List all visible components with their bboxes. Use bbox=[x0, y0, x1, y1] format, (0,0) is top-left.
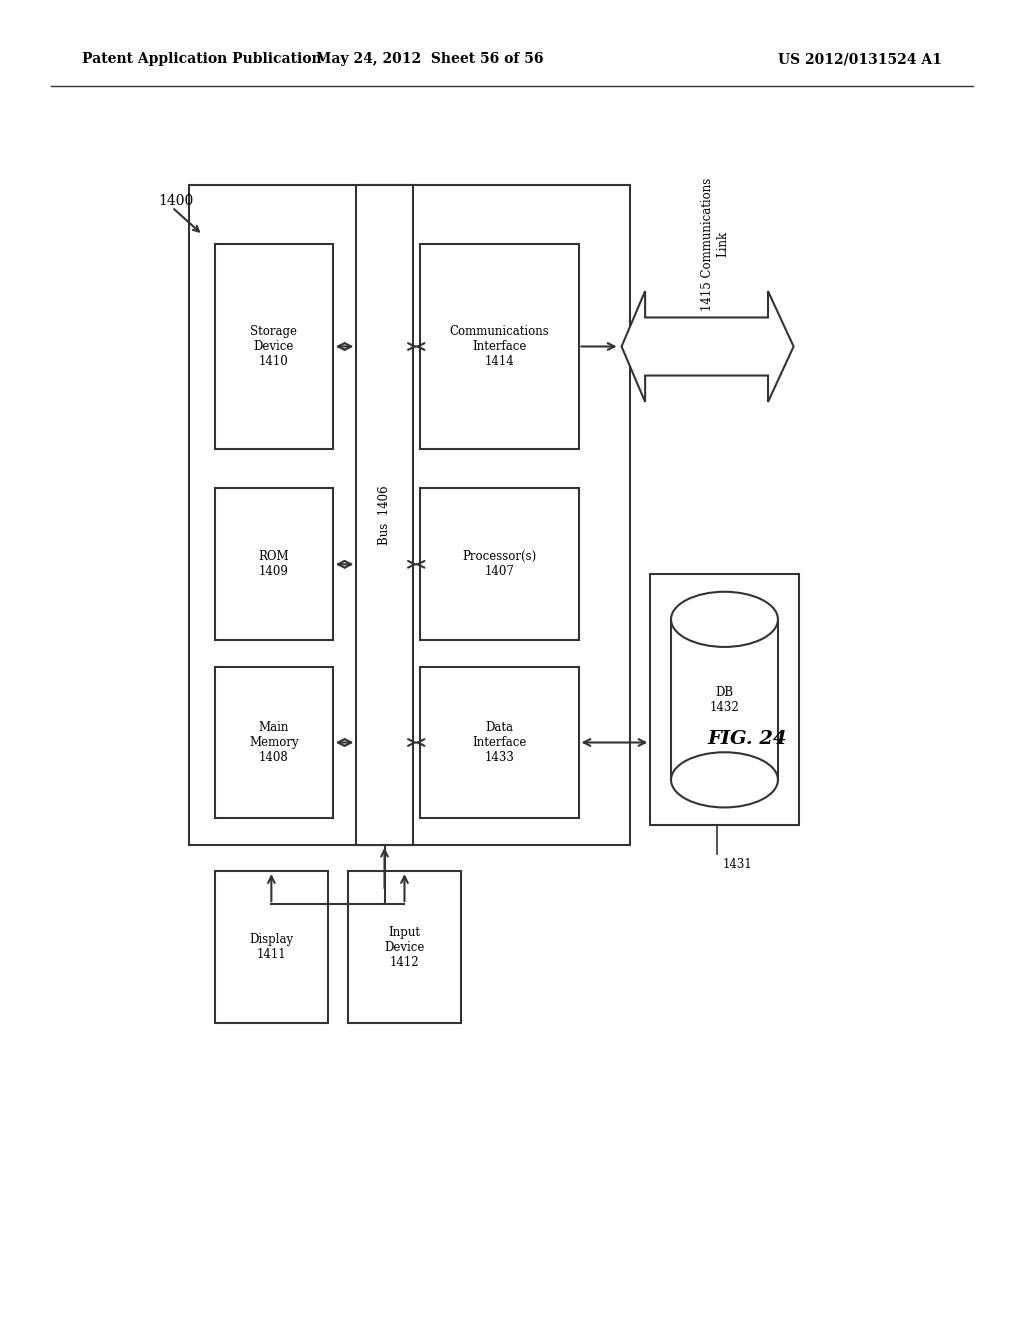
Text: Input
Device
1412: Input Device 1412 bbox=[384, 925, 425, 969]
Text: 1400: 1400 bbox=[159, 194, 194, 207]
Text: US 2012/0131524 A1: US 2012/0131524 A1 bbox=[778, 53, 942, 66]
Text: Processor(s)
1407: Processor(s) 1407 bbox=[462, 550, 537, 578]
Bar bbox=[650, 574, 799, 825]
Bar bbox=[420, 488, 579, 640]
Text: FIG. 24: FIG. 24 bbox=[708, 730, 787, 748]
Text: Main
Memory
1408: Main Memory 1408 bbox=[249, 721, 299, 764]
Bar bbox=[215, 488, 333, 640]
Bar bbox=[348, 871, 461, 1023]
Text: May 24, 2012  Sheet 56 of 56: May 24, 2012 Sheet 56 of 56 bbox=[316, 53, 544, 66]
Ellipse shape bbox=[671, 752, 778, 808]
Bar bbox=[189, 185, 630, 845]
Text: Storage
Device
1410: Storage Device 1410 bbox=[251, 325, 297, 368]
Text: Data
Interface
1433: Data Interface 1433 bbox=[472, 721, 526, 764]
Bar bbox=[215, 244, 333, 449]
Bar bbox=[356, 185, 413, 845]
Bar bbox=[215, 871, 328, 1023]
Text: Patent Application Publication: Patent Application Publication bbox=[82, 53, 322, 66]
Bar bbox=[420, 667, 579, 818]
Ellipse shape bbox=[671, 591, 778, 647]
Text: 1415 Communications
Link: 1415 Communications Link bbox=[701, 178, 729, 310]
Text: ROM
1409: ROM 1409 bbox=[259, 550, 289, 578]
Text: Communications
Interface
1414: Communications Interface 1414 bbox=[450, 325, 549, 368]
Bar bbox=[420, 244, 579, 449]
Text: Display
1411: Display 1411 bbox=[249, 933, 294, 961]
Text: 1431: 1431 bbox=[722, 858, 752, 871]
Text: DB
1432: DB 1432 bbox=[710, 685, 739, 714]
Polygon shape bbox=[622, 290, 794, 401]
Bar bbox=[215, 667, 333, 818]
Text: Bus  1406: Bus 1406 bbox=[378, 484, 391, 545]
